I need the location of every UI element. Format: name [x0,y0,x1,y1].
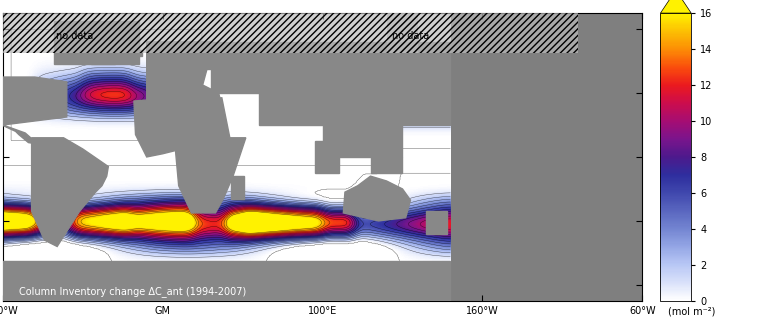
Polygon shape [0,42,67,144]
Polygon shape [169,42,214,69]
Polygon shape [231,176,244,198]
Polygon shape [315,141,339,173]
Text: no data: no data [392,31,429,41]
Polygon shape [134,98,246,213]
Polygon shape [370,83,399,109]
Polygon shape [31,138,108,247]
Polygon shape [150,61,166,77]
Polygon shape [147,42,220,101]
Bar [386,13,419,53]
Polygon shape [91,58,114,64]
Text: no data: no data [56,31,94,41]
Text: Column Inventory change ΔC_ant (1994-2007): Column Inventory change ΔC_ant (1994-200… [18,286,246,297]
Polygon shape [660,0,691,13]
Bar [3,13,578,53]
Polygon shape [343,176,410,221]
Polygon shape [259,93,451,125]
Polygon shape [426,211,447,234]
Polygon shape [210,42,451,93]
Polygon shape [323,125,402,157]
Polygon shape [0,261,451,301]
Polygon shape [124,50,142,56]
Text: (mol m⁻²): (mol m⁻²) [668,307,716,317]
Polygon shape [370,157,402,173]
Polygon shape [54,21,139,64]
